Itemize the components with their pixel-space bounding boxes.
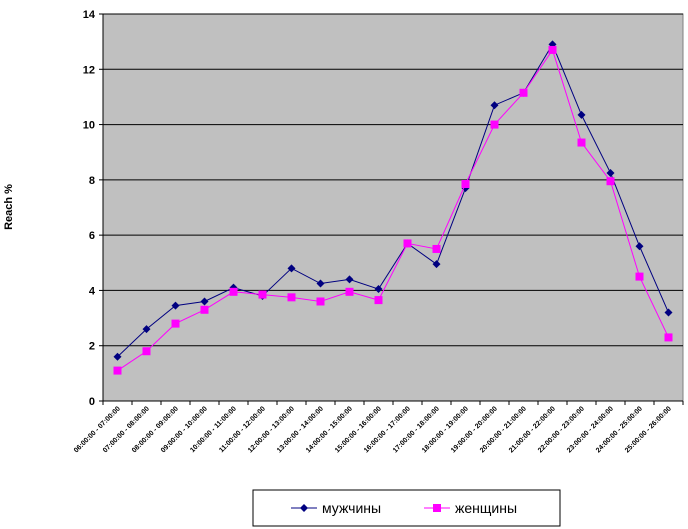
- data-point: [664, 333, 673, 342]
- y-tick-label: 0: [89, 396, 95, 408]
- data-point: [403, 239, 412, 248]
- y-tick-label: 2: [89, 341, 95, 353]
- y-axis-label: Reach %: [3, 184, 15, 230]
- y-tick-label: 4: [89, 285, 96, 297]
- data-point: [316, 279, 325, 288]
- data-point: [345, 287, 354, 296]
- legend-label-men: мужчины: [322, 500, 381, 516]
- data-point: [229, 287, 238, 296]
- data-point: [664, 308, 673, 317]
- data-point: [345, 275, 354, 284]
- data-point: [635, 242, 644, 251]
- plot-area: [102, 13, 684, 402]
- data-point: [577, 110, 586, 119]
- data-point: [287, 293, 296, 302]
- y-tick-label: 10: [83, 120, 95, 132]
- y-tick-label: 6: [89, 230, 95, 242]
- data-point: [171, 301, 180, 310]
- data-point: [374, 285, 383, 294]
- series-line: [117, 48, 669, 372]
- data-point: [519, 88, 528, 97]
- data-point: [287, 264, 296, 273]
- data-point: [432, 260, 441, 269]
- data-point: [490, 101, 499, 110]
- y-tick-labels: 0 2 4 6 8 10 12 14: [83, 9, 96, 408]
- data-point: [200, 305, 209, 314]
- data-point: [113, 352, 122, 361]
- data-point: [258, 290, 267, 299]
- axes: [102, 14, 683, 402]
- legend-label-women: женщины: [455, 500, 517, 516]
- x-tick-label: 06:00:00 - 07:00:00: [73, 405, 122, 454]
- y-tick-label: 14: [83, 9, 96, 21]
- data-point: [635, 272, 644, 281]
- series-line: [117, 43, 669, 358]
- data-point: [374, 296, 383, 305]
- series-1: [113, 45, 673, 375]
- data-point: [432, 244, 441, 253]
- data-point: [113, 366, 122, 375]
- data-point: [490, 120, 499, 129]
- data-point: [548, 45, 557, 54]
- data-point: [461, 180, 470, 189]
- data-point: [606, 177, 615, 186]
- legend-item-men: мужчины: [291, 500, 381, 516]
- data-point: [577, 138, 586, 147]
- data-point: [316, 297, 325, 306]
- legend-marker-women: [433, 504, 441, 512]
- legend-item-women: женщины: [424, 500, 517, 516]
- y-tick-label: 8: [89, 175, 95, 187]
- y-tick-label: 12: [83, 64, 95, 76]
- data-point: [142, 347, 151, 356]
- data-point: [606, 168, 615, 177]
- data-point: [200, 297, 209, 306]
- data-point: [171, 319, 180, 328]
- data-point: [142, 325, 151, 334]
- legend: мужчины женщины: [252, 489, 561, 527]
- legend-marker-men: [300, 504, 308, 512]
- series: [113, 40, 673, 375]
